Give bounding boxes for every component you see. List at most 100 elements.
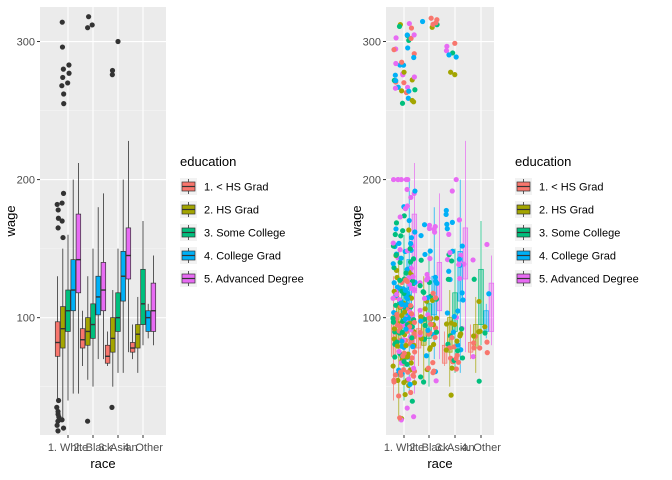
- box-4: [145, 310, 151, 332]
- outlier-point: [60, 234, 66, 241]
- jitter-point: [425, 327, 431, 333]
- jitter-point: [401, 309, 408, 315]
- jitter-point: [443, 48, 450, 54]
- jitter-point: [471, 276, 477, 282]
- jitter-point: [433, 329, 440, 335]
- jitter-point: [406, 227, 412, 233]
- jitter-point: [432, 334, 438, 341]
- jitter-point: [449, 258, 455, 264]
- jitter-point: [461, 261, 467, 267]
- jitter-point: [458, 331, 464, 337]
- jitter-point: [408, 240, 414, 247]
- jitter-point: [426, 315, 433, 321]
- jitter-point: [434, 315, 440, 321]
- jitter-point: [409, 278, 416, 284]
- outlier-point: [61, 101, 67, 107]
- jitter-point: [392, 231, 398, 238]
- jitter-point: [408, 311, 415, 317]
- box: [488, 282, 495, 332]
- box: [462, 227, 469, 280]
- jitter-point: [396, 240, 402, 246]
- jitter-point: [455, 342, 461, 348]
- box: [436, 262, 443, 312]
- legend-2: education 1. < HS Grad 2. HS Grad 3. Some C…: [515, 154, 639, 287]
- jitter-point: [456, 256, 463, 262]
- y-tick-label: 100: [363, 313, 381, 325]
- outlier-point: [59, 83, 65, 89]
- jitter-point: [401, 69, 407, 75]
- jitter-point: [471, 340, 477, 346]
- box-4: [70, 259, 76, 312]
- jitter-point: [446, 231, 452, 237]
- jitter-point: [444, 226, 450, 232]
- legend-key: [515, 224, 532, 241]
- jitter-point: [484, 241, 490, 248]
- jitter-point: [391, 265, 397, 271]
- jitter-point: [408, 285, 415, 291]
- jitter-point: [409, 97, 415, 104]
- legend-key: [180, 247, 197, 264]
- jitter-point: [406, 217, 412, 224]
- jitter-point: [452, 40, 458, 46]
- jitter-point: [424, 271, 430, 278]
- jitter-point: [402, 391, 408, 398]
- legend-title: education: [515, 154, 571, 169]
- y-tick-label: 100: [17, 313, 35, 325]
- jitter-point: [403, 176, 409, 183]
- jitter-point: [427, 255, 433, 262]
- jitter-point: [411, 380, 418, 386]
- jitter-point: [410, 274, 416, 280]
- outlier-point: [61, 91, 67, 97]
- jitter-point: [428, 15, 434, 21]
- y-tick-label: 200: [363, 175, 381, 187]
- jitter-point: [399, 312, 405, 319]
- outlier-point: [55, 225, 61, 231]
- box-5: [75, 213, 82, 294]
- jitter-point: [471, 333, 477, 339]
- jitter-point: [419, 18, 426, 25]
- outlier-point: [59, 19, 65, 25]
- jitter-point: [392, 372, 399, 378]
- legend-title: education: [180, 154, 236, 169]
- box-2: [60, 306, 66, 349]
- box: [441, 344, 448, 364]
- jitter-point: [412, 188, 418, 194]
- box-3: [115, 292, 121, 332]
- jitter-point: [408, 35, 414, 42]
- box-2: [135, 324, 141, 349]
- jitter-point: [394, 322, 401, 328]
- jitter-point: [408, 295, 415, 301]
- jitter-point: [443, 347, 449, 353]
- jitter-point: [453, 176, 459, 183]
- jitter-point: [403, 270, 409, 276]
- jitter-point: [460, 297, 466, 303]
- legend-key: [515, 178, 532, 195]
- jitter-point: [448, 320, 454, 326]
- legend-key: [180, 270, 197, 287]
- jitter-point: [417, 329, 423, 336]
- jitter-point: [391, 379, 397, 385]
- jitter-point: [392, 72, 398, 78]
- jitter-point: [411, 54, 417, 61]
- box-3: [140, 268, 146, 325]
- legend-key: [515, 270, 532, 287]
- jitter-point: [455, 348, 461, 354]
- jitter-point: [443, 207, 449, 214]
- jitter-point: [433, 295, 439, 301]
- jitter-point: [423, 277, 430, 283]
- jitter-point: [397, 277, 403, 283]
- jitter-point: [451, 313, 457, 320]
- outlier-point: [54, 422, 60, 428]
- outlier-point: [60, 190, 67, 196]
- jitter-point: [410, 344, 416, 350]
- jitter-point: [430, 341, 437, 348]
- jitter-point: [401, 213, 407, 219]
- jitter-point: [393, 35, 399, 41]
- jitter-point: [399, 338, 405, 344]
- jitter-point: [394, 339, 400, 345]
- jitter-point: [456, 261, 462, 268]
- jitter-point: [412, 229, 418, 235]
- box: [478, 268, 484, 325]
- outlier-point: [109, 404, 115, 410]
